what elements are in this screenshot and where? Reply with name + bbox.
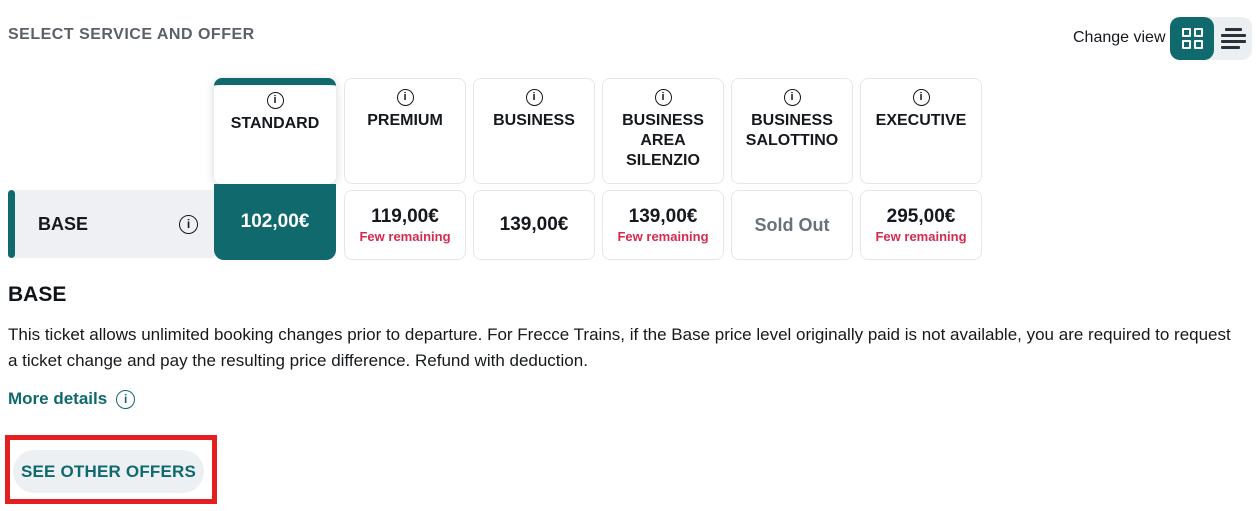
- grid-view-button[interactable]: [1170, 17, 1214, 60]
- list-view-icon: [1220, 28, 1246, 49]
- info-icon[interactable]: i: [179, 214, 198, 234]
- info-icon[interactable]: i: [654, 89, 672, 106]
- more-details-link[interactable]: More details i: [8, 389, 136, 409]
- offer-details-heading: BASE: [8, 283, 67, 306]
- list-view-button[interactable]: [1214, 17, 1252, 60]
- price-value: 139,00€: [499, 214, 569, 235]
- service-name: EXECUTIVE: [875, 112, 967, 129]
- grid-view-icon: [1181, 28, 1203, 49]
- price-cell-base-business[interactable]: 139,00€: [473, 190, 595, 260]
- price-value: 295,00€: [886, 206, 956, 227]
- info-icon[interactable]: i: [525, 89, 543, 106]
- service-name: BUSINESS: [493, 112, 575, 129]
- page-title: SELECT SERVICE AND OFFER: [8, 26, 255, 43]
- availability-note: Few remaining: [359, 229, 451, 244]
- service-card-business[interactable]: i BUSINESS: [473, 78, 595, 184]
- service-name: PREMIUM: [367, 112, 443, 129]
- offer-name: BASE: [38, 213, 89, 234]
- view-toggle: [1170, 17, 1252, 60]
- selected-offer-stripe: [8, 190, 15, 258]
- service-name: BUSINESS AREA SILENZIO: [622, 112, 704, 169]
- price-cell-base-standard[interactable]: 102,00€: [214, 184, 336, 260]
- service-card-business-area-silenzio[interactable]: i BUSINESS AREA SILENZIO: [602, 78, 724, 184]
- service-card-executive[interactable]: i EXECUTIVE: [860, 78, 982, 184]
- info-icon[interactable]: i: [783, 89, 801, 106]
- price-value: 139,00€: [628, 206, 698, 227]
- price-cell-base-business-salottino: Sold Out: [731, 190, 853, 260]
- info-icon[interactable]: i: [912, 89, 930, 106]
- service-name: BUSINESS SALOTTINO: [745, 112, 839, 149]
- service-card-business-salottino[interactable]: i BUSINESS SALOTTINO: [731, 78, 853, 184]
- price-cell-base-executive[interactable]: 295,00€ Few remaining: [860, 190, 982, 260]
- price-value: 119,00€: [371, 206, 439, 227]
- service-name: STANDARD: [230, 115, 320, 132]
- price-value: 102,00€: [240, 211, 310, 232]
- availability-note: Few remaining: [875, 229, 967, 244]
- more-details-label: More details: [8, 389, 108, 408]
- info-icon: i: [116, 389, 136, 409]
- service-card-standard[interactable]: i STANDARD: [214, 78, 336, 184]
- change-view-label: Change view: [1073, 29, 1166, 46]
- info-icon[interactable]: i: [396, 89, 414, 106]
- price-cell-base-business-area-silenzio[interactable]: 139,00€ Few remaining: [602, 190, 724, 260]
- offer-description: This ticket allows unlimited booking cha…: [8, 325, 1231, 370]
- sold-out-label: Sold Out: [754, 214, 830, 235]
- price-cell-base-premium[interactable]: 119,00€ Few remaining: [344, 190, 466, 260]
- see-other-offers-button[interactable]: SEE OTHER OFFERS: [13, 450, 204, 493]
- info-icon[interactable]: i: [266, 92, 284, 109]
- availability-note: Few remaining: [617, 229, 709, 244]
- offer-row-base: BASE i: [8, 190, 214, 258]
- service-card-premium[interactable]: i PREMIUM: [344, 78, 466, 184]
